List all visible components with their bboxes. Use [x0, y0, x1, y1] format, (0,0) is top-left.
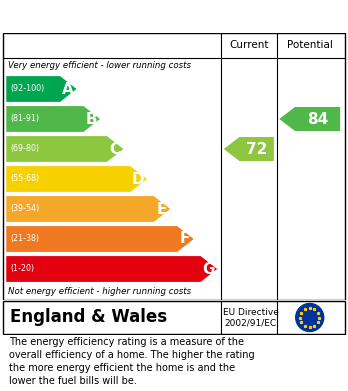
Text: Not energy efficient - higher running costs: Not energy efficient - higher running co…: [8, 287, 191, 296]
Text: (69-80): (69-80): [10, 145, 40, 154]
Text: F: F: [180, 231, 190, 246]
Text: Potential: Potential: [287, 41, 333, 50]
Text: The energy efficiency rating is a measure of the
overall efficiency of a home. T: The energy efficiency rating is a measur…: [9, 337, 254, 386]
Polygon shape: [6, 196, 170, 222]
Text: (92-100): (92-100): [10, 84, 45, 93]
Text: EU Directive
2002/91/EC: EU Directive 2002/91/EC: [223, 308, 278, 327]
Text: B: B: [86, 111, 97, 127]
Text: (21-38): (21-38): [10, 235, 40, 244]
Polygon shape: [6, 226, 194, 252]
Text: C: C: [109, 142, 120, 156]
Text: A: A: [62, 81, 74, 97]
Polygon shape: [6, 76, 77, 102]
Text: (1-20): (1-20): [10, 264, 34, 273]
Polygon shape: [224, 137, 274, 161]
Polygon shape: [6, 166, 147, 192]
Text: England & Wales: England & Wales: [10, 308, 167, 326]
Text: Current: Current: [229, 41, 269, 50]
Text: 84: 84: [307, 111, 328, 127]
Text: E: E: [157, 201, 167, 217]
Text: Very energy efficient - lower running costs: Very energy efficient - lower running co…: [8, 61, 191, 70]
Polygon shape: [279, 107, 340, 131]
Text: 72: 72: [246, 142, 267, 156]
Text: (55-68): (55-68): [10, 174, 40, 183]
Polygon shape: [6, 106, 100, 132]
Text: (39-54): (39-54): [10, 204, 40, 213]
Text: G: G: [202, 262, 215, 276]
Polygon shape: [6, 136, 124, 162]
Text: Energy Efficiency Rating: Energy Efficiency Rating: [9, 9, 219, 24]
Text: (81-91): (81-91): [10, 115, 40, 124]
Polygon shape: [6, 256, 217, 282]
Ellipse shape: [296, 303, 324, 332]
Text: D: D: [132, 172, 145, 187]
